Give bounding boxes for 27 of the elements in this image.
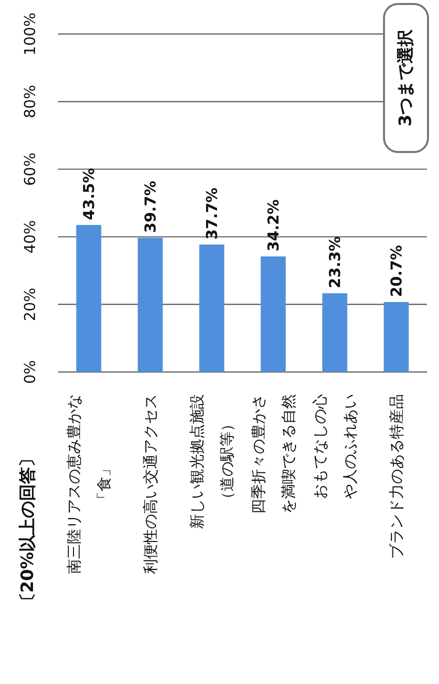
y-tick-label: 20% [21, 288, 39, 322]
data-label: 23.3% [326, 236, 344, 288]
y-tick-label: 80% [21, 84, 39, 118]
x-tick-label: おもてなしの心や人のふれあい [310, 394, 359, 499]
bar [138, 238, 163, 372]
x-tick-label: 新しい観光拠点施設（道の駅等） [188, 394, 236, 529]
data-label: 34.2% [264, 199, 282, 252]
bar [199, 244, 224, 372]
data-label: 39.7% [141, 180, 160, 233]
y-tick-label: 60% [21, 152, 39, 186]
data-label: 20.7% [387, 244, 406, 298]
data-label: 43.5% [80, 168, 98, 220]
bar [76, 224, 102, 372]
annotation: 3つまで選択 [396, 28, 416, 126]
x-tick-label: 南三陸リアスの恵み豊かな「食」 [64, 394, 113, 574]
text: 〔20%以上の回答〕 [18, 450, 38, 610]
x-tick-label: 利便性の高い交通アクセス [141, 394, 160, 574]
y-tick-label: 0% [21, 360, 39, 384]
data-label: 37.7% [202, 188, 221, 240]
callout-box: 3つまで選択 [383, 3, 429, 153]
x-tick-label: ブランド力のある特産品 [387, 394, 406, 559]
y-tick-label: 40% [21, 220, 39, 254]
bar [384, 302, 409, 372]
bar [260, 256, 286, 372]
y-tick-label: 100% [21, 12, 39, 56]
x-tick-label: 四季折々の豊かさを満喫できる自然 [249, 394, 298, 514]
bar [322, 293, 348, 372]
